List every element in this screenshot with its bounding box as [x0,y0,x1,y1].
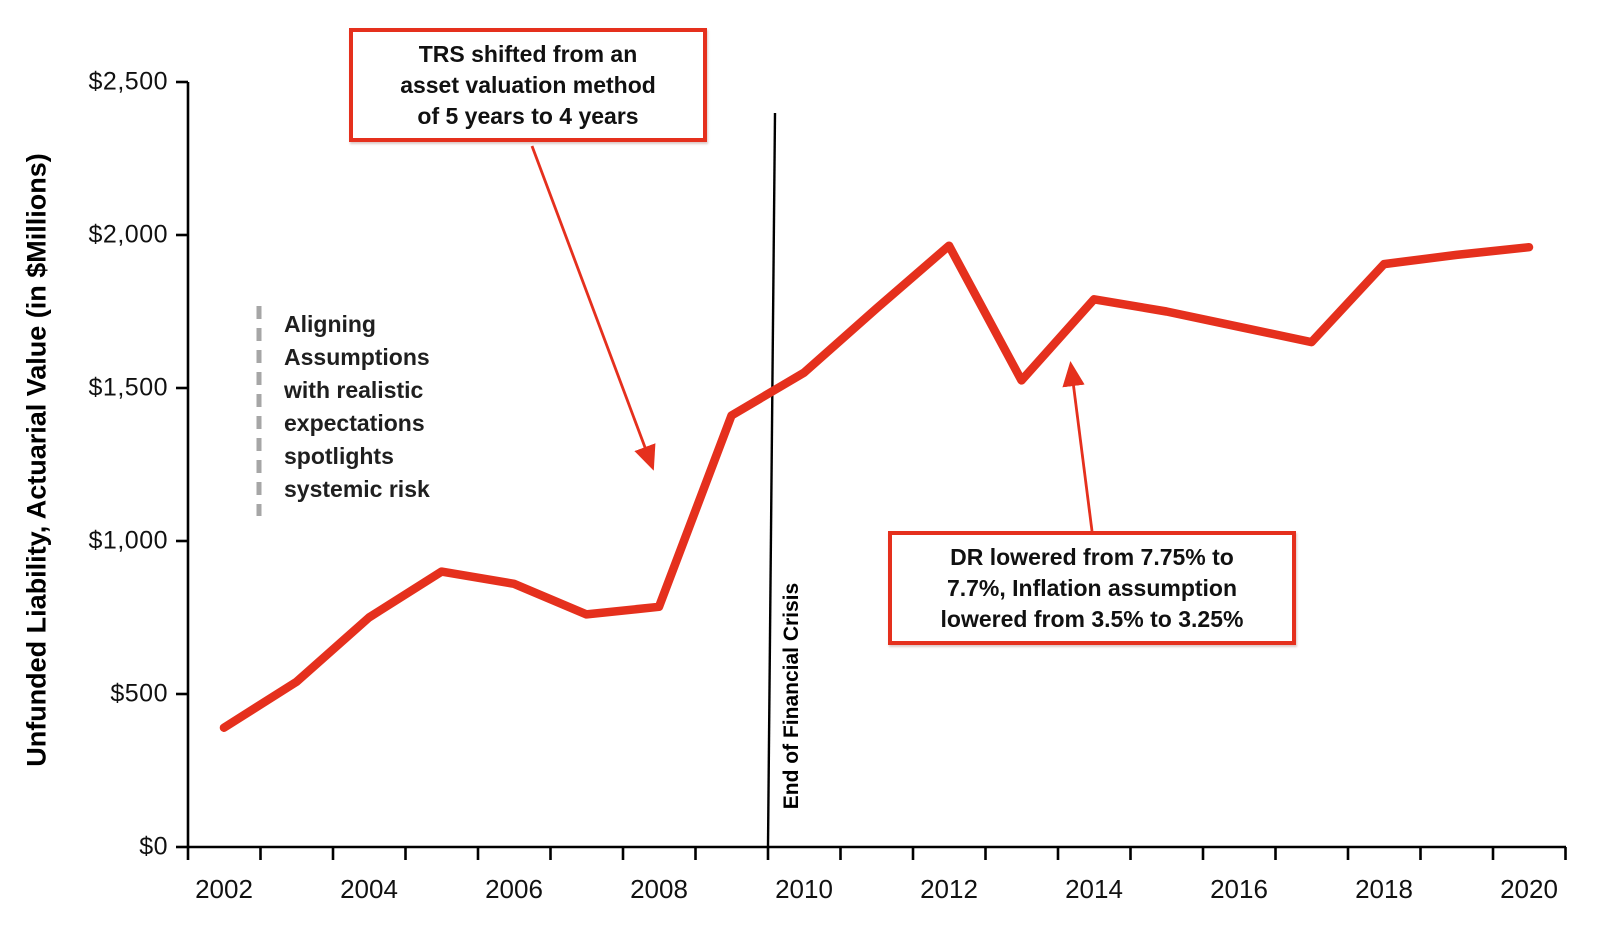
y-tick-label: $0 [139,832,168,861]
x-tick-label: 2014 [1065,874,1123,904]
financial-crisis-line [766,112,777,847]
callout-line: DR lowered from 7.75% to [950,543,1234,570]
x-tick-label: 2002 [195,874,253,904]
x-tick-label: 2010 [775,874,833,904]
note-line: expectations [284,410,425,436]
dr-annotation-arrow [1062,361,1094,532]
financial-crisis-label: End of Financial Crisis [780,582,803,810]
trs-callout-box: TRS shifted from an asset valuation meth… [349,28,707,142]
note-line: with realistic [284,377,424,403]
callout-line: TRS shifted from an [418,40,638,67]
callout-line: 7.7%, Inflation assumption [946,574,1238,601]
x-tick-label: 2008 [630,874,688,904]
trs-annotation-arrow [530,145,656,471]
x-tick-label: 2012 [920,874,978,904]
y-tick-label: $1,000 [88,526,168,555]
callout-line: lowered from 3.5% to 3.25% [940,605,1244,632]
x-tick-label: 2006 [485,874,543,904]
axes [176,80,1567,860]
note-line: systemic risk [284,476,430,502]
y-tick-label: $2,500 [88,67,168,96]
note-line: Aligning [284,311,376,337]
dr-callout-box: DR lowered from 7.75% to 7.7%, Inflation… [888,531,1296,645]
unfunded-liability-line [219,241,1534,732]
x-tick-label: 2016 [1210,874,1268,904]
y-tick-label: $500 [110,679,168,708]
x-tick-label: 2018 [1355,874,1413,904]
note-line: spotlights [284,443,394,469]
note-line: Assumptions [284,344,430,370]
callout-line: asset valuation method [400,71,656,98]
y-tick-label: $2,000 [88,220,168,249]
callout-line: of 5 years to 4 years [417,102,639,129]
x-tick-label: 2020 [1500,874,1558,904]
aligning-assumptions-note: Aligning Assumptions with realistic expe… [284,308,430,506]
y-tick-label: $1,500 [88,373,168,402]
x-tick-label: 2004 [340,874,398,904]
